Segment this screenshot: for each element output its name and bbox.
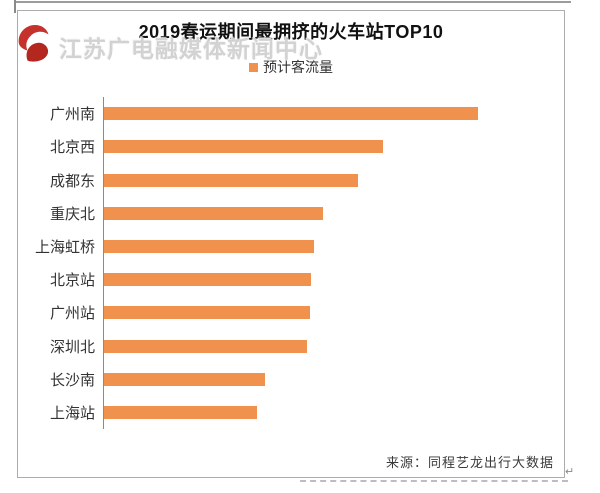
bar xyxy=(104,173,358,187)
bar-row: 广州站 xyxy=(50,296,562,329)
category-label: 北京站 xyxy=(49,272,95,290)
return-mark-icon: ↵ xyxy=(565,466,575,478)
bar-row: 广州南 xyxy=(50,97,562,130)
bar xyxy=(104,405,257,419)
legend-color-swatch xyxy=(249,62,258,72)
category-label: 长沙南 xyxy=(49,371,95,389)
chart-frame: 2019春运期间最拥挤的火车站TOP10 预计客流量 广州南 北京西 成都东 重… xyxy=(17,10,565,478)
bar xyxy=(104,372,265,386)
window-edge-stub xyxy=(14,0,16,13)
bottom-dashed-line xyxy=(300,480,568,482)
category-label: 重庆北 xyxy=(49,205,95,223)
category-label: 成都东 xyxy=(49,172,95,190)
legend: 预计客流量 xyxy=(18,57,564,77)
bar-row: 长沙南 xyxy=(50,363,562,396)
source-note: 来源：同程艺龙出行大数据 xyxy=(385,455,554,470)
category-label: 上海虹桥 xyxy=(34,238,95,256)
bar xyxy=(104,273,311,287)
bar xyxy=(104,206,323,220)
bar-row: 成都东 xyxy=(50,163,562,196)
legend-label: 预计客流量 xyxy=(263,59,333,75)
bar xyxy=(104,339,307,353)
bar xyxy=(104,107,478,121)
bar-row: 深圳北 xyxy=(50,329,562,362)
bar-row: 北京西 xyxy=(50,130,562,163)
bar xyxy=(104,239,314,253)
category-label: 广州南 xyxy=(49,106,95,124)
plot-area: 广州南 北京西 成都东 重庆北 上海虹桥 北京站 广州站 深圳北 长沙南 上海站 xyxy=(35,97,562,429)
bar-row: 上海虹桥 xyxy=(35,230,562,263)
bar xyxy=(104,140,383,154)
chart-title: 2019春运期间最拥挤的火车站TOP10 xyxy=(138,22,444,42)
category-label: 北京西 xyxy=(49,139,95,157)
bar-row: 北京站 xyxy=(50,263,562,296)
category-label: 上海站 xyxy=(49,404,95,422)
window-edge-line xyxy=(15,1,571,3)
category-label: 深圳北 xyxy=(49,338,95,356)
bar-row: 上海站 xyxy=(50,396,562,429)
bar xyxy=(104,306,310,320)
bar-row: 重庆北 xyxy=(50,197,562,230)
category-label: 广州站 xyxy=(49,305,95,323)
